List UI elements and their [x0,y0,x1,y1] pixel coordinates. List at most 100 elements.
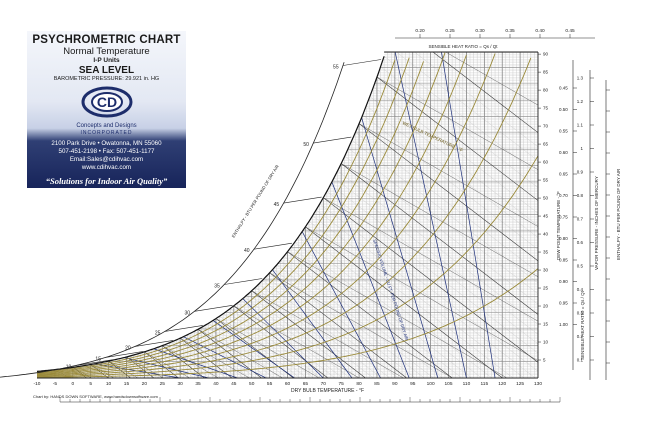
shr-side-label: SENSIBLE HEAT RATIO = Qs / Qt [580,290,585,360]
enthalpy-line [233,305,360,378]
enthalpy-tick [283,196,322,204]
right-y-tick-label: 5 [543,358,546,363]
wet-bulb-fine-line [384,56,538,175]
wet-bulb-major-line [394,52,538,133]
specific-volume-line [331,181,410,378]
rh-curve-90 [37,59,396,373]
panel-pressure: BAROMETRIC PRESSURE: 29.921 in. HG [53,76,160,82]
x-tick-label: 85 [374,381,380,387]
enthalpy-line [394,52,538,106]
enthalpy-tick-label: 20 [125,345,131,351]
wet-bulb-fine-line [208,322,281,378]
panel-title: PSYCHROMETRIC CHART [32,34,181,46]
wet-bulb-fine-line [369,96,538,226]
panel-phone: 507-451-2198 • Fax: 507-451-1177 [58,148,155,155]
saturation-curve [36,56,385,372]
wet-bulb-fine-line [330,184,538,345]
wet-bulb-fine-line [301,232,493,378]
rh-curve-70 [37,61,424,374]
enthalpy-tick-label: 35 [214,284,220,290]
enthalpy-tick [135,340,174,347]
dew-point-label: DEW POINT TEMPERATURE - °F [556,191,561,260]
wet-bulb-fine-line [355,131,538,273]
x-tick-label: 95 [410,381,416,387]
shr-top-tick-label: 0.40 [535,28,545,34]
wet-bulb-fine-line [333,177,538,335]
specific-volume-line [272,269,353,378]
x-tick-label: -10 [34,381,41,387]
enthalpy-tick-label: 15 [95,356,101,362]
right-y-tick-label: 35 [543,250,549,255]
rh-curve-50 [37,54,467,376]
wet-bulb-major-line [269,272,407,378]
vapor-pressure-tick-label: 0.9 [577,170,584,175]
wet-bulb-major-line [305,226,503,378]
wet-bulb-fine-line [391,52,538,147]
wet-bulb-fine-line [169,342,216,378]
x-tick-label: 5 [89,381,92,387]
enthalpy-tick-label: 45 [274,202,280,208]
shr-top-label: SENSIBLE HEAT RATIO = Qs / Qt [429,44,499,49]
wet-bulb-fine-line [248,293,358,378]
enthalpy-right-label: ENTHALPY - BTU PER POUND OF DRY AIR [616,168,621,260]
enthalpy-tick [105,351,144,358]
enthalpy-line [323,197,538,322]
shr-top-tick-label: 0.45 [565,28,575,34]
x-tick-label: 90 [392,381,398,387]
wet-bulb-major-line [323,197,538,363]
shr-side-tick-label: 0.70 [559,193,568,198]
enthalpy-diag-label: ENTHALPY - BTU PER POUND OF DRY AIR [231,164,280,239]
x-tick-label: 55 [267,381,273,387]
vapor-pressure-tick-label: 1.2 [577,99,584,104]
specific-volume-line [301,231,381,378]
enthalpy-tick-label: 30 [185,310,191,316]
specific-volume-line [242,298,324,378]
vapor-pressure-tick-label: 0.7 [577,217,584,222]
specific-volume-line [361,117,439,378]
shr-side-tick-label: 1.00 [559,322,568,327]
enthalpy-scale-line [0,62,345,378]
wet-bulb-fine-line [294,242,472,378]
rh-curve-20 [37,155,538,378]
shr-top-tick-label: 0.20 [415,28,425,34]
x-tick-label: 100 [427,381,435,387]
company-panel: PSYCHROMETRIC CHART Normal Temperature I… [27,31,186,188]
vapor-pressure-tick-label: 1.3 [577,76,584,81]
specific-volume-line [212,320,295,378]
shr-side-tick-label: 0.60 [559,150,568,155]
x-axis-label: DRY BULB TEMPERATURE - °F [291,388,364,394]
x-tick-label: 0 [71,381,74,387]
right-y-tick-label: 90 [543,52,549,57]
wet-bulb-fine-line [312,215,525,378]
x-tick-label: 15 [124,381,130,387]
enthalpy-tick-label: 55 [333,65,339,71]
enthalpy-line [305,226,538,361]
x-tick-label: 60 [285,381,291,387]
rh-curve-80 [37,57,410,374]
enthalpy-tick-label: 40 [244,248,250,254]
enthalpy-tick [343,59,382,66]
wet-bulb-fine-line [205,325,275,378]
x-tick-label: 105 [445,381,453,387]
panel-tagline: “Solutions for Indoor Air Quality” [45,176,168,186]
x-tick-label: 50 [249,381,255,387]
x-tick-label: 25 [160,381,166,387]
wet-bulb-fine-line [226,311,314,378]
vapor-pressure-tick-label: 1 [580,146,583,151]
enthalpy-line [251,290,404,378]
enthalpy-tick-label: 10 [66,365,72,371]
wet-bulb-major-line [376,76,538,201]
shr-side-tick-label: 0.45 [559,86,568,91]
wet-bulb-fine-line [194,331,256,378]
shr-side-tick-label: 0.95 [559,301,568,306]
wet-bulb-fine-line [273,268,416,378]
x-tick-label: 70 [321,381,327,387]
wet-bulb-fine-line [265,276,399,378]
wet-bulb-fine-line [230,308,321,378]
wet-bulb-fine-line [316,209,536,378]
x-tick-label: 130 [534,381,542,387]
x-tick-label: 30 [177,381,183,387]
shr-top-tick-label: 0.25 [445,28,455,34]
enthalpy-tick [194,304,233,312]
shr-side-tick-label: 0.55 [559,129,568,134]
